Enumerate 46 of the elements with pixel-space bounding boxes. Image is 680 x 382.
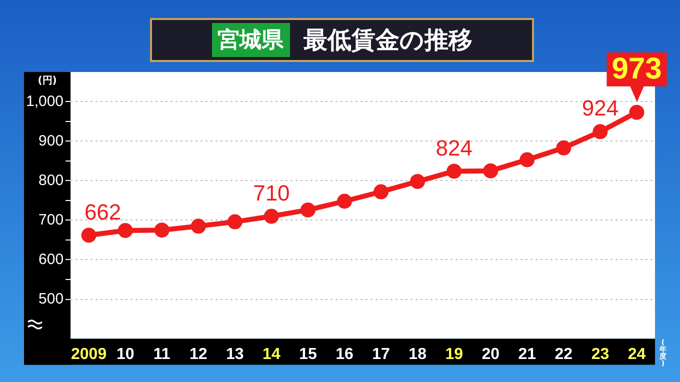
chart-title: 宮城県 [212, 23, 290, 57]
x-tick-label: 14 [262, 346, 280, 363]
point [190, 218, 206, 234]
point [410, 174, 426, 189]
point [118, 223, 133, 238]
point [446, 164, 462, 179]
point [227, 214, 242, 230]
x-tick-label: 22 [554, 346, 573, 363]
y-tick-label: 700 [38, 211, 64, 228]
y-tick-label: 900 [38, 132, 64, 150]
data-label: 710 [253, 180, 290, 206]
point [264, 208, 279, 224]
x-tick-label: 15 [299, 346, 317, 363]
point [556, 140, 572, 156]
point [337, 194, 352, 209]
x-tick-label: 17 [372, 346, 390, 363]
x-tick-label: 12 [189, 346, 208, 363]
point [81, 228, 96, 243]
x-tick-label: 2009 [71, 346, 107, 363]
x-tick-label: 18 [408, 346, 427, 363]
x-tick-label: 23 [591, 346, 610, 363]
point [629, 104, 644, 120]
y-tick-label: 1,000 [26, 92, 64, 110]
y-tick-label: 800 [38, 172, 64, 189]
x-tick-label: 24 [628, 346, 646, 363]
point [592, 124, 608, 140]
point [374, 184, 389, 200]
chart-subtitle: 最低賃金の推移 [304, 25, 472, 56]
point [483, 163, 498, 178]
x-tick-label: 20 [482, 346, 500, 363]
x-tick-label: 21 [518, 346, 536, 363]
data-label: 924 [582, 96, 619, 121]
x-tick-label: 19 [445, 346, 464, 363]
data-label: 973 [612, 52, 662, 86]
data-label: 662 [84, 199, 122, 224]
x-tick-label: 11 [153, 346, 170, 363]
x-tick-label: 13 [226, 346, 244, 363]
data-label: 824 [436, 135, 472, 160]
x-tick-label: 16 [336, 346, 354, 363]
x-tick-label: 10 [116, 346, 134, 363]
point [300, 202, 316, 218]
point [154, 222, 170, 238]
y-tick-label: 600 [38, 250, 64, 268]
y-tick-label: 500 [38, 290, 64, 308]
point [520, 152, 535, 168]
y-axis-title: (円) [38, 76, 57, 87]
